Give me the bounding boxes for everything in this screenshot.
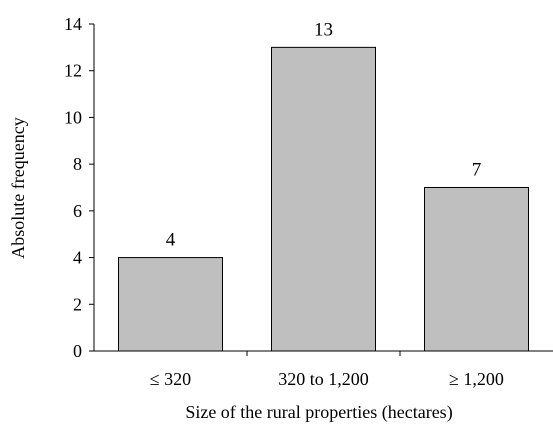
y-axis-title: Absolute frequency bbox=[8, 117, 28, 258]
x-tick-label: ≥ 1,200 bbox=[449, 369, 504, 389]
bar bbox=[271, 46, 376, 352]
y-tick-label: 10 bbox=[64, 107, 82, 127]
x-tick-label: 320 to 1,200 bbox=[278, 369, 369, 389]
y-tick-label: 12 bbox=[64, 61, 82, 81]
y-tick-label: 6 bbox=[73, 201, 82, 221]
x-axis-title: Size of the rural properties (hectares) bbox=[185, 402, 452, 423]
bar bbox=[424, 187, 529, 352]
data-label: 4 bbox=[166, 230, 176, 251]
y-tick-label: 14 bbox=[64, 14, 82, 34]
y-tick-label: 2 bbox=[73, 294, 82, 314]
y-tick-label: 8 bbox=[73, 154, 82, 174]
bar bbox=[118, 257, 223, 352]
data-label: 13 bbox=[314, 19, 333, 40]
x-tick-label: ≤ 320 bbox=[150, 369, 191, 389]
bars bbox=[118, 46, 529, 352]
y-tick-label: 4 bbox=[73, 248, 82, 268]
y-tick-label: 0 bbox=[73, 341, 82, 361]
labels: 0 2 4 6 8 10 12 14 4 ≤ 320 13 320 to 1,200 7 ≥ 1,200 bbox=[64, 14, 504, 389]
data-label: 7 bbox=[472, 160, 482, 181]
